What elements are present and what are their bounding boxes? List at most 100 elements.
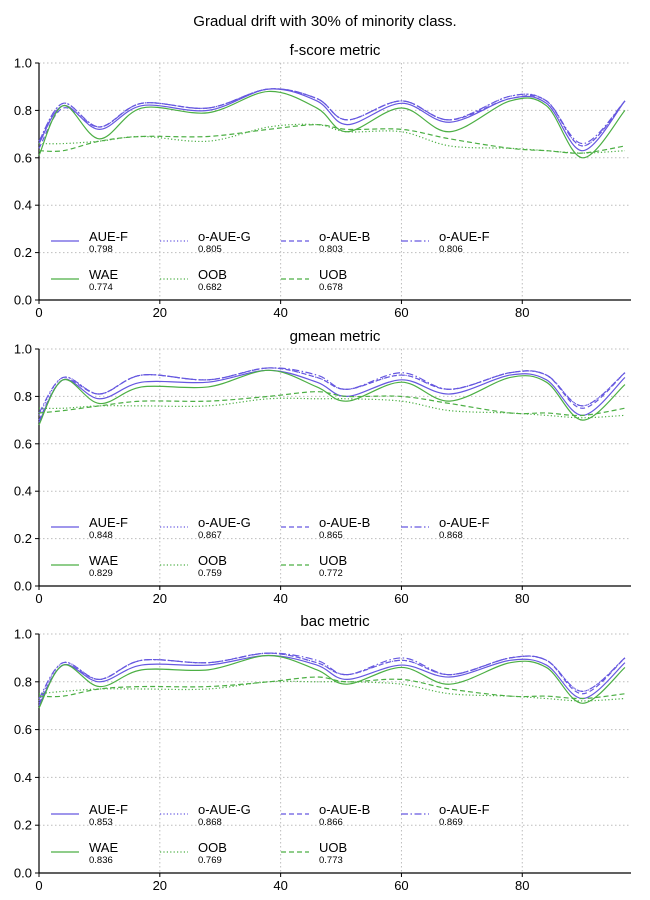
y-tick-label: 0.4 xyxy=(14,484,32,499)
y-tick-label: 0.2 xyxy=(14,245,32,260)
y-tick-label: 0.0 xyxy=(14,866,32,881)
legend-label: o-AUE-F xyxy=(439,515,490,530)
legend-score: 0.773 xyxy=(319,855,343,866)
legend-label: AUE-F xyxy=(89,229,128,244)
legend-entry-o-aue-b: o-AUE-B0.803 xyxy=(281,229,370,255)
chart-panel-3: bac metric 0 20 40 60 80 0.0 0.2 0.4 0.6 0.8 1.0 AUE… xyxy=(14,613,631,893)
y-tick-label: 0.6 xyxy=(14,722,32,737)
legend-score: 0.866 xyxy=(319,817,343,828)
legend-label: AUE-F xyxy=(89,802,128,817)
legend-score: 0.805 xyxy=(198,244,222,255)
legend-score: 0.869 xyxy=(439,817,463,828)
legend-score: 0.682 xyxy=(198,282,222,293)
x-tick-label: 60 xyxy=(394,305,408,320)
legend-score: 0.829 xyxy=(89,568,113,579)
legend-score: 0.798 xyxy=(89,244,113,255)
chart-title: gmean metric xyxy=(290,328,381,345)
chart-title: bac metric xyxy=(300,613,370,630)
y-tick-label: 0.0 xyxy=(14,293,32,308)
legend-label: o-AUE-G xyxy=(198,229,251,244)
series-line-oob xyxy=(38,397,625,419)
x-tick-label: 0 xyxy=(35,878,42,893)
legend-label: WAE xyxy=(89,267,118,282)
chart-panel-1: f-score metric 0 20 40 60 80 0.0 0.2 0.4 0.6 0.8 1.… xyxy=(14,42,631,320)
legend-label: o-AUE-G xyxy=(198,515,251,530)
legend-score: 0.678 xyxy=(319,282,343,293)
series-line-aue-f xyxy=(38,369,626,423)
series-line-uob xyxy=(38,124,626,154)
legend-score: 0.769 xyxy=(198,855,222,866)
legend-score: 0.848 xyxy=(89,530,113,541)
y-tick-label: 0.4 xyxy=(14,198,32,213)
legend-score: 0.868 xyxy=(439,530,463,541)
legend-entry-aue-f: AUE-F0.853 xyxy=(51,802,128,828)
legend-label: AUE-F xyxy=(89,515,128,530)
figure-suptitle: Gradual drift with 30% of minority class… xyxy=(193,13,457,30)
y-tick-label: 0.4 xyxy=(14,770,32,785)
legend-label: UOB xyxy=(319,553,347,568)
legend-score: 0.803 xyxy=(319,244,343,255)
legend-score: 0.868 xyxy=(198,817,222,828)
legend-label: WAE xyxy=(89,553,118,568)
legend-entry-o-aue-f: o-AUE-F0.806 xyxy=(401,229,490,255)
legend-score: 0.759 xyxy=(198,568,222,579)
x-tick-label: 80 xyxy=(515,591,529,606)
y-tick-label: 0.8 xyxy=(14,389,32,404)
y-tick-label: 0.8 xyxy=(14,674,32,689)
x-tick-label: 0 xyxy=(35,591,42,606)
legend-label: WAE xyxy=(89,840,118,855)
legend-entry-o-aue-g: o-AUE-G0.868 xyxy=(160,802,251,828)
series-line-oob xyxy=(38,680,625,702)
y-tick-label: 0.6 xyxy=(14,150,32,165)
series-line-wae xyxy=(38,369,626,426)
legend-score: 0.774 xyxy=(89,282,113,293)
legend-entry-o-aue-b: o-AUE-B0.865 xyxy=(281,515,370,541)
legend-score: 0.867 xyxy=(198,530,222,541)
legend-score: 0.865 xyxy=(319,530,343,541)
chart-panel-2: gmean metric 0 20 40 60 80 0.0 0.2 0.4 0.6 0.8 1.0 A… xyxy=(14,328,631,606)
legend-score: 0.772 xyxy=(319,568,343,579)
series-line-aue-f xyxy=(38,88,626,152)
x-tick-label: 20 xyxy=(153,878,167,893)
y-tick-label: 0.0 xyxy=(14,579,32,594)
series-line-wae xyxy=(38,90,626,159)
series-line-o-aue-f xyxy=(38,367,626,414)
legend-label: o-AUE-G xyxy=(198,802,251,817)
series-line-uob xyxy=(38,676,626,700)
legend-label: o-AUE-B xyxy=(319,802,370,817)
x-tick-label: 0 xyxy=(35,305,42,320)
x-tick-label: 20 xyxy=(153,305,167,320)
y-tick-label: 1.0 xyxy=(14,342,32,357)
x-tick-label: 60 xyxy=(394,878,408,893)
legend-label: UOB xyxy=(319,267,347,282)
legend-label: OOB xyxy=(198,267,227,282)
y-tick-label: 0.8 xyxy=(14,103,32,118)
x-tick-label: 40 xyxy=(273,305,287,320)
series-line-aue-f xyxy=(38,654,626,707)
legend-label: o-AUE-F xyxy=(439,229,490,244)
y-tick-label: 1.0 xyxy=(14,627,32,642)
series-line-wae xyxy=(38,654,626,709)
x-tick-label: 20 xyxy=(153,591,167,606)
series-line-oob xyxy=(38,123,625,154)
legend-entry-o-aue-g: o-AUE-G0.867 xyxy=(160,515,251,541)
series-line-uob xyxy=(38,391,626,417)
x-tick-label: 80 xyxy=(515,878,529,893)
series-line-o-aue-f xyxy=(38,88,626,145)
legend-entry-aue-f: AUE-F0.798 xyxy=(51,229,128,255)
chart-title: f-score metric xyxy=(290,42,381,59)
legend-entry-o-aue-f: o-AUE-F0.868 xyxy=(401,515,490,541)
legend-score: 0.853 xyxy=(89,817,113,828)
legend-label: o-AUE-B xyxy=(319,515,370,530)
